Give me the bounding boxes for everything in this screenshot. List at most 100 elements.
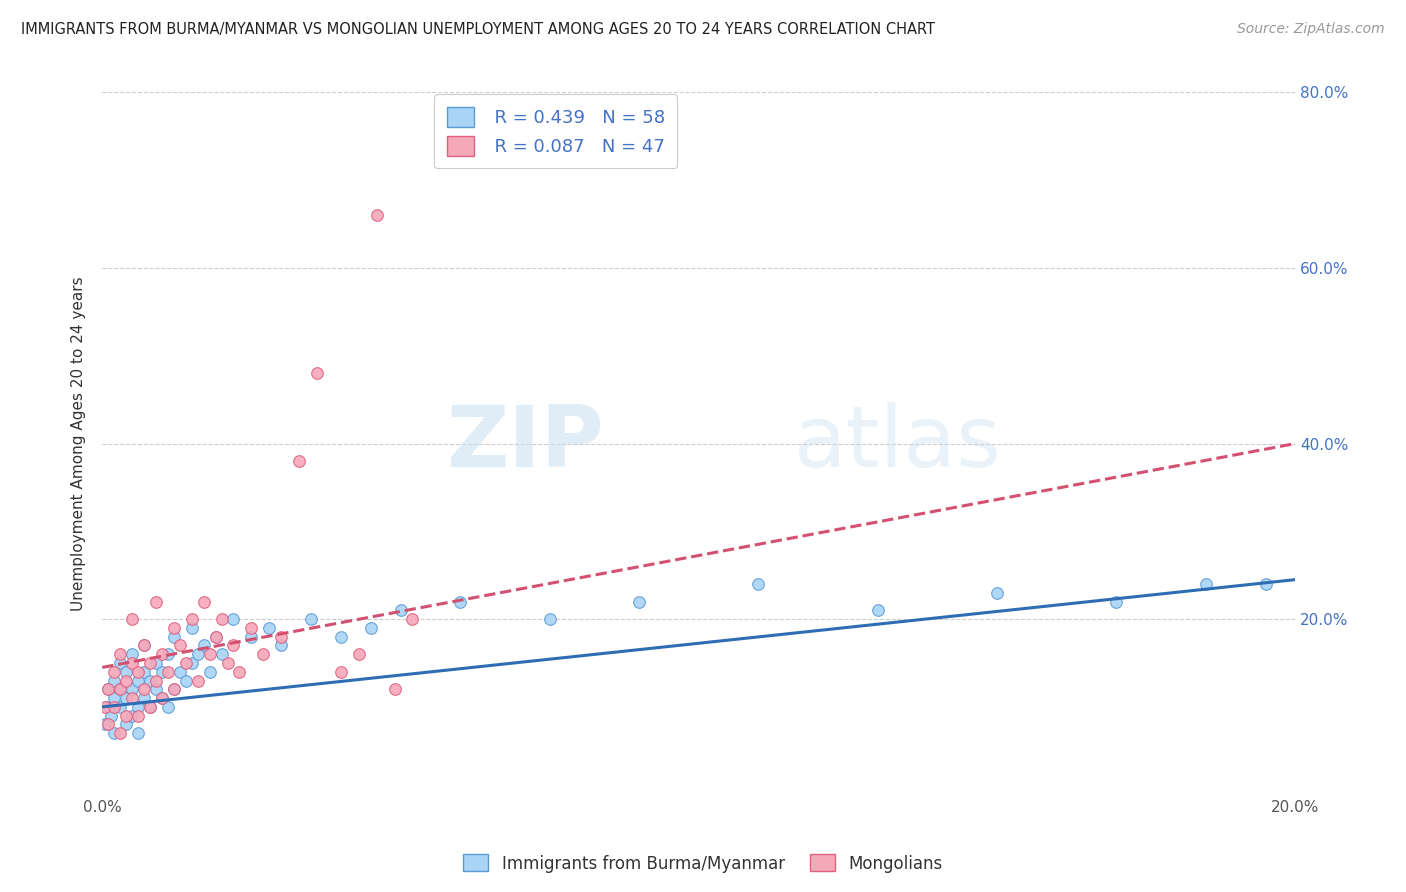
Point [127,726,149,740]
Point [132,691,155,706]
Point [252,647,274,661]
Point [1105,594,1128,608]
Point [94,717,117,731]
Point [103,665,125,679]
Point [97,682,120,697]
Point [150,647,173,661]
Point [156,647,179,661]
Point [187,673,209,688]
Point [169,639,191,653]
Point [628,594,651,608]
Point [288,454,311,468]
Point [115,691,138,706]
Point [121,612,143,626]
Point [132,665,155,679]
Text: atlas: atlas [794,402,1002,485]
Legend: Immigrants from Burma/Myanmar, Mongolians: Immigrants from Burma/Myanmar, Mongolian… [457,847,949,880]
Point [121,708,143,723]
Point [180,621,202,635]
Point [163,682,186,697]
Point [389,603,412,617]
Point [100,708,122,723]
Point [240,621,263,635]
Point [127,665,149,679]
Point [103,699,125,714]
Point [180,612,202,626]
Point [163,682,186,697]
Point [150,665,173,679]
Point [401,612,423,626]
Text: Source: ZipAtlas.com: Source: ZipAtlas.com [1237,22,1385,37]
Point [115,708,138,723]
Point [299,612,322,626]
Point [538,612,561,626]
Point [384,682,406,697]
Point [139,673,162,688]
Point [305,366,328,380]
Point [174,656,197,670]
Point [115,717,138,731]
Point [108,682,131,697]
Point [204,630,226,644]
Point [163,630,186,644]
Point [986,586,1008,600]
Point [108,656,131,670]
Point [145,673,167,688]
Point [270,630,292,644]
Point [115,665,138,679]
Point [108,682,131,697]
Point [211,647,233,661]
Point [347,647,370,661]
Point [145,594,167,608]
Point [193,594,215,608]
Point [150,691,173,706]
Point [198,647,221,661]
Point [108,699,131,714]
Point [108,726,131,740]
Point [127,673,149,688]
Point [115,673,138,688]
Point [156,699,179,714]
Point [1195,577,1218,591]
Point [222,612,245,626]
Point [139,699,162,714]
Point [204,630,226,644]
Point [156,665,179,679]
Legend:   R = 0.439   N = 58,   R = 0.087   N = 47: R = 0.439 N = 58, R = 0.087 N = 47 [434,95,678,169]
Point [187,647,209,661]
Point [139,699,162,714]
Point [145,656,167,670]
Point [103,726,125,740]
Point [121,656,143,670]
Point [121,647,143,661]
Point [145,682,167,697]
Point [1254,577,1277,591]
Text: IMMIGRANTS FROM BURMA/MYANMAR VS MONGOLIAN UNEMPLOYMENT AMONG AGES 20 TO 24 YEAR: IMMIGRANTS FROM BURMA/MYANMAR VS MONGOLI… [21,22,935,37]
Point [132,639,155,653]
Point [169,665,191,679]
Point [198,665,221,679]
Point [270,639,292,653]
Y-axis label: Unemployment Among Ages 20 to 24 years: Unemployment Among Ages 20 to 24 years [72,277,86,611]
Point [121,682,143,697]
Point [103,691,125,706]
Point [240,630,263,644]
Point [132,682,155,697]
Point [866,603,889,617]
Point [747,577,769,591]
Point [449,594,471,608]
Point [180,656,202,670]
Point [174,673,197,688]
Point [108,647,131,661]
Point [259,621,281,635]
Point [139,656,162,670]
Point [127,699,149,714]
Point [97,699,120,714]
Point [360,621,382,635]
Point [121,691,143,706]
Point [97,682,120,697]
Point [222,639,245,653]
Point [329,630,352,644]
Text: ZIP: ZIP [446,402,603,485]
Point [228,665,250,679]
